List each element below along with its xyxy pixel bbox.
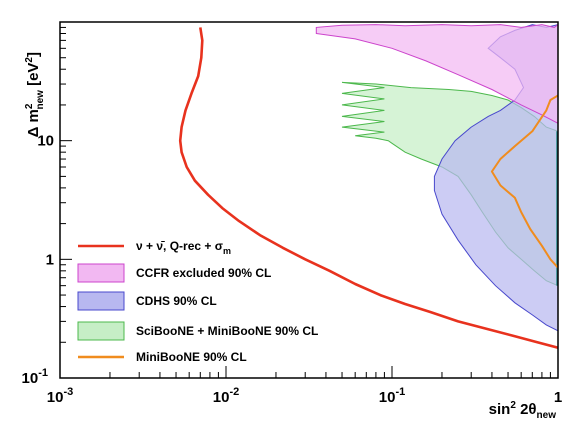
legend-label: CDHS 90% CL [136, 294, 217, 308]
plot-frame [59, 21, 559, 379]
x-tick-label: 10-1 [379, 386, 405, 406]
legend-swatch [77, 263, 125, 283]
x-tick-label: 10-3 [47, 386, 73, 406]
axis-ticks [59, 26, 559, 379]
legend-label: ν + ν̄, Q-rec + σm [136, 239, 231, 256]
contour-lines [178, 27, 558, 349]
legend: ν + ν̄, Q-rec + σm CCFR excluded 90% CL CD… [77, 239, 318, 364]
y-tick-label: 1 [46, 251, 54, 268]
curve-miniboone-90-cl [490, 94, 558, 269]
axis-tick-labels: 10-3 10-2 10-1 1 10-1 1 10 [22, 133, 563, 406]
legend-swatch [77, 321, 125, 341]
legend-swatch [77, 291, 125, 311]
region-ccfr-excluded-90-cl [315, 23, 558, 124]
legend-label: CCFR excluded 90% CL [136, 266, 271, 280]
y-tick-label: 10-1 [22, 367, 48, 387]
x-tick-label: 1 [554, 389, 562, 406]
curve-q-rec-m [178, 27, 558, 349]
legend-label: MiniBooNE 90% CL [136, 350, 247, 364]
legend-label: SciBooNE + MiniBooNE 90% CL [136, 324, 318, 338]
y-tick-label: 10 [37, 133, 54, 150]
y-axis-title: Δ m2new [eV2] [24, 52, 46, 137]
x-axis-title: sin2 2θnew [489, 400, 557, 421]
x-tick-label: 10-2 [213, 386, 239, 406]
